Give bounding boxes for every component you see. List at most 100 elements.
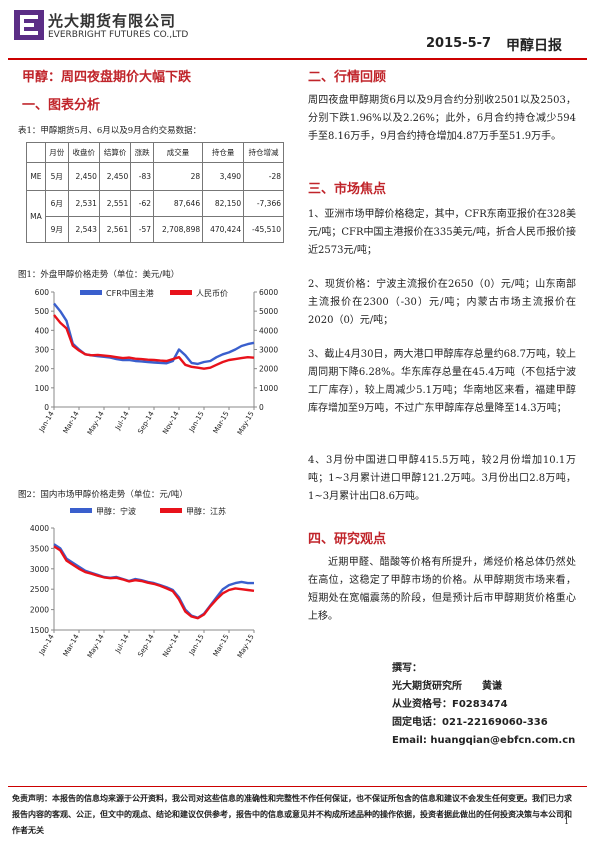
table-header: 持仓增减 (243, 142, 284, 163)
main-title: 甲醇：周四夜盘期价大幅下跌 (22, 70, 192, 85)
y-tick-label: 3500 (30, 544, 49, 553)
series-line (53, 543, 254, 620)
legend-label: 人民币价 (196, 289, 228, 298)
table-cell: 5月 (44, 162, 69, 191)
table-cell: -83 (130, 162, 154, 191)
table-cell: 2,531 (67, 190, 100, 217)
table-header: 涨跌 (130, 142, 154, 163)
table-cell: 3,490 (202, 162, 245, 191)
section2-title: 二、行情回顾 (308, 70, 387, 85)
company-name-cn: 光大期货有限公司 (48, 12, 177, 30)
company-name-en: EVERBRIGHT FUTURES CO.,LTD (48, 30, 189, 40)
section1-title: 一、图表分析 (22, 98, 101, 113)
table-cell: -62 (130, 190, 154, 217)
series-line (53, 545, 255, 620)
table-cell: -28 (243, 162, 284, 191)
y2-tick-label: 2000 (259, 365, 278, 374)
table-caption: 表1：甲醇期货5月、6月以及9月合约交易数据： (18, 126, 202, 136)
x-tick-label: May-14 (86, 633, 106, 660)
x-tick-label: Nov-14 (161, 633, 181, 659)
table-row: 9月 2,543 2,561 -57 2,708,898 470,424 -45… (27, 216, 284, 243)
chart1-caption: 图1：外盘甲醇价格走势（单位：美元/吨） (18, 270, 180, 280)
chart1-overseas-methanol: CFR中国主港 人民币价01002003004005006000100020003… (35, 288, 279, 436)
table-cell: 9月 (44, 216, 69, 243)
x-tick-label: Mar-15 (212, 633, 231, 658)
x-tick-label: Mar-15 (212, 410, 231, 435)
legend-label: 甲醇：宁波 (96, 506, 136, 516)
table-cell: 2,561 (98, 216, 132, 243)
legend-swatch (160, 508, 182, 513)
legend-swatch (80, 290, 102, 295)
table-cell: MA (26, 190, 46, 243)
legend-swatch (170, 290, 192, 295)
author-label: 撰写： (392, 663, 422, 674)
y2-tick-label: 0 (259, 403, 264, 412)
focus-item-2: 2、现货价格：宁波主流报价在2650（0）元/吨；山东南部主流报价在2300（-… (308, 279, 576, 326)
table-header: 成交量 (152, 142, 204, 163)
chart2-caption: 图2：国内市场甲醇价格走势（单位：元/吨） (18, 490, 188, 500)
section2-text: 周四夜盘甲醇期货6月以及9月合约分别收2501以及2503，分别下跌1.96%以… (308, 95, 576, 142)
y-tick-label: 0 (44, 403, 49, 412)
table-cell: 2,551 (98, 190, 132, 217)
author-org-name: 光大期货研究所 黄谦 (392, 681, 502, 692)
y-tick-label: 500 (35, 307, 50, 316)
report-title: 甲醇日报 (506, 38, 562, 54)
table-header-row: 月份 收盘价 结算价 涨跌 成交量 持仓量 持仓增减 (26, 142, 284, 163)
y-tick-label: 100 (35, 384, 50, 393)
page-number: 1 (564, 817, 570, 826)
y-tick-label: 600 (35, 288, 50, 297)
section4-title: 四、研究观点 (308, 532, 387, 547)
table-row: MA 6月 2,531 2,551 -62 87,646 82,150 -7,3… (26, 190, 284, 243)
table-cell: 82,150 (202, 190, 245, 217)
table-cell: 2,450 (67, 162, 100, 191)
x-tick-label: Jan-14 (37, 633, 56, 658)
table-cell: -7,366 (243, 190, 284, 217)
table-header: 收盘价 (67, 142, 100, 163)
legend-swatch (70, 508, 92, 513)
table-cell: 6月 (44, 190, 69, 217)
table-cell: 2,708,898 (152, 216, 204, 243)
x-tick-label: Sep-14 (136, 410, 156, 436)
disclaimer: 免责声明：本报告的信息均来源于公开资料，我公司对这些信息的准确性和完整性不作任何… (12, 793, 572, 835)
trading-data-table: 月份 收盘价 结算价 涨跌 成交量 持仓量 持仓增减 ME 5月 2,450 2… (26, 142, 284, 243)
y-tick-label: 200 (35, 365, 50, 374)
x-tick-label: Jan-15 (187, 633, 206, 657)
x-tick-label: Jan-14 (37, 410, 56, 435)
table-cell: ME (26, 162, 46, 191)
table-cell: -45,510 (243, 216, 284, 243)
y-tick-label: 3000 (30, 565, 49, 574)
x-tick-label: May-15 (236, 633, 256, 659)
table-cell: 87,646 (152, 190, 204, 217)
chart2-domestic-methanol: 甲醇：宁波 甲醇：江苏 1500 2000 2500 3000 3500 4000 Jan-14… (30, 506, 256, 660)
x-tick-label: Mar-14 (62, 410, 81, 435)
table-cell: 2,450 (98, 162, 132, 191)
y-tick-label: 4000 (30, 524, 49, 533)
x-tick-label: Jul-14 (113, 633, 131, 656)
table-cell: 28 (152, 162, 204, 191)
company-logo-icon (14, 10, 44, 40)
table-row: ME 5月 2,450 2,450 -83 28 3,490 -28 (26, 162, 284, 191)
y-tick-label: 300 (35, 346, 50, 355)
author-license: 从业资格号：F0283474 (392, 699, 508, 710)
x-tick-label: Nov-14 (161, 410, 181, 436)
table-cell: 2,543 (67, 216, 100, 243)
focus-item-4: 4、3月份中国进口甲醇415.5万吨，较2月份增加10.1万吨；1~3月累计进口… (308, 455, 576, 502)
table-header: 结算价 (98, 142, 132, 163)
table-cell: -57 (130, 216, 154, 243)
footer-divider (8, 786, 587, 787)
header-divider (8, 58, 587, 60)
report-date: 2015-5-7 (426, 36, 492, 51)
table-header: 月份 (44, 142, 69, 163)
y2-tick-label: 3000 (259, 346, 278, 355)
y-tick-label: 2500 (30, 585, 49, 594)
legend-label: CFR中国主港 (106, 288, 154, 298)
x-tick-label: Mar-14 (62, 633, 81, 658)
y2-tick-label: 5000 (259, 307, 278, 316)
x-tick-label: May-15 (236, 410, 256, 436)
x-tick-label: Jan-15 (187, 410, 206, 434)
y-tick-label: 1500 (30, 626, 49, 635)
table-cell: 470,424 (202, 216, 245, 243)
section3-title: 三、市场焦点 (308, 182, 387, 197)
y-tick-label: 2000 (30, 606, 49, 615)
focus-item-3: 3、截止4月30日，两大港口甲醇库存总量约68.7万吨，较上周同期下降6.28%… (308, 349, 576, 414)
